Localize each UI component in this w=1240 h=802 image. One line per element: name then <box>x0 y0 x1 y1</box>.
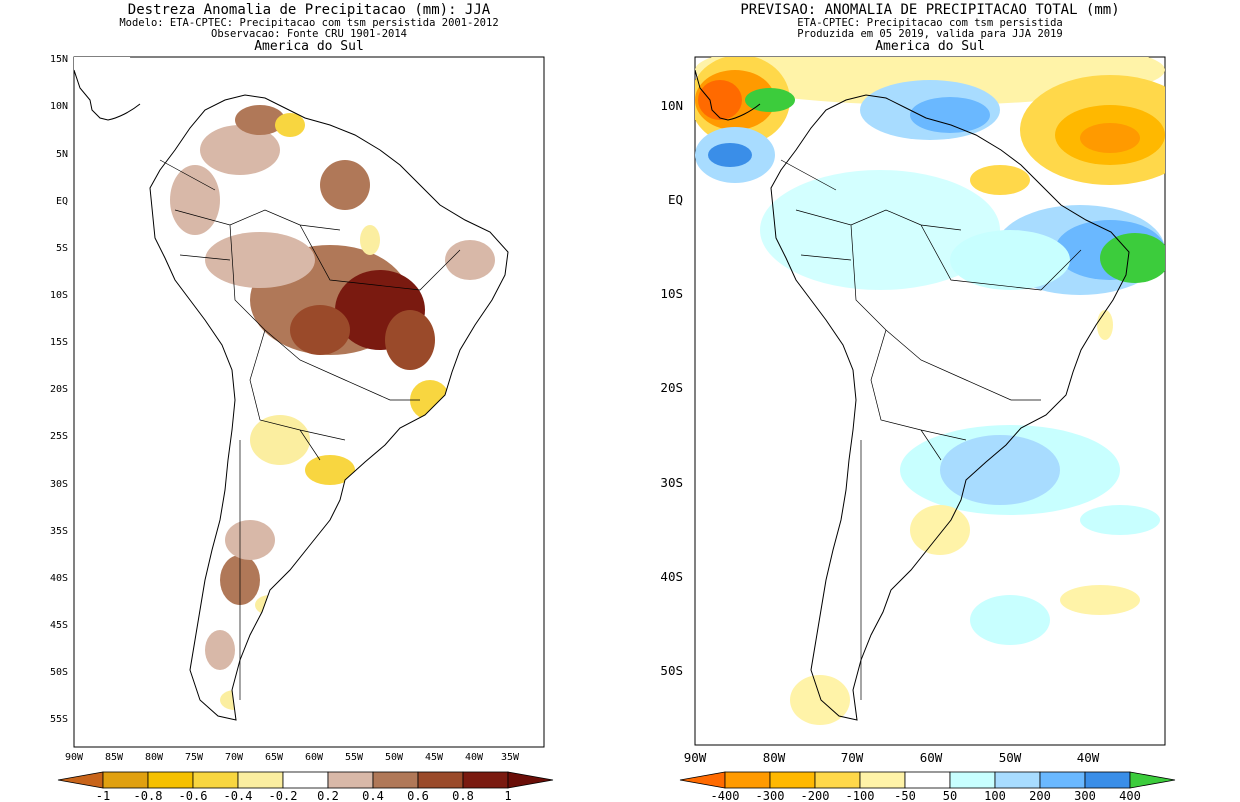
left-lat-label: 40S <box>50 573 68 584</box>
left-lat-label: 15S <box>50 337 68 348</box>
right-colorbar-label: 100 <box>984 789 1006 802</box>
left-colorbar-label: 0.6 <box>407 789 429 802</box>
left-lon-label: 35W <box>501 752 520 763</box>
right-lon-label: 80W <box>763 750 786 765</box>
left-lon-label: 45W <box>425 752 444 763</box>
right-lat-label: 40S <box>660 569 683 584</box>
left-lon-label: 50W <box>385 752 404 763</box>
left-colorbar <box>57 771 554 789</box>
left-lon-label: 65W <box>265 752 284 763</box>
right-lon-label: 60W <box>920 750 943 765</box>
left-lat-label: 5S <box>56 243 68 254</box>
left-colorbar-label: 0.2 <box>317 789 339 802</box>
left-map-subtitle-2: Observacao: Fonte CRU 1901-2014 <box>211 28 407 40</box>
right-lat-label: 10N <box>660 98 683 113</box>
right-map: 10N EQ 10S 20S 30S 40S 50S 90W 80W 70W 6… <box>660 56 1176 802</box>
right-lon-label: 50W <box>999 750 1022 765</box>
left-colorbar-label: 0.8 <box>452 789 474 802</box>
left-lon-label: 85W <box>105 752 124 763</box>
right-lat-label: 20S <box>660 380 683 395</box>
left-lon-label: 90W <box>65 752 84 763</box>
left-colorbar-label: -0.2 <box>269 789 298 802</box>
right-lat-label: 10S <box>660 286 683 301</box>
right-lat-label: 30S <box>660 475 683 490</box>
left-lat-label: 30S <box>50 479 68 490</box>
left-colorbar-label: -1 <box>96 789 110 802</box>
left-lat-label: 45S <box>50 620 68 631</box>
right-map-title: PREVISAO: ANOMALIA DE PRECIPITACAO TOTAL… <box>740 2 1120 18</box>
left-lat-label: 55S <box>50 714 68 725</box>
right-colorbar-label: -300 <box>756 789 785 802</box>
right-colorbar-label: -400 <box>711 789 740 802</box>
left-lon-label: 80W <box>145 752 164 763</box>
right-lat-label: EQ <box>668 192 683 207</box>
left-lon-label: 40W <box>465 752 484 763</box>
left-colorbar-label: -0.4 <box>224 789 253 802</box>
right-colorbar <box>679 771 1176 789</box>
right-colorbar-label: 400 <box>1119 789 1141 802</box>
left-map-subtitle-1: Modelo: ETA-CPTEC: Precipitacao com tsm … <box>119 17 499 29</box>
left-lat-label: 20S <box>50 384 68 395</box>
right-lon-label: 70W <box>841 750 864 765</box>
left-colorbar-label: 1 <box>504 789 511 802</box>
left-colorbar-label: -0.6 <box>179 789 208 802</box>
left-lat-label: 10S <box>50 290 68 301</box>
left-map-title: Destreza Anomalia de Precipitacao (mm): … <box>127 2 491 18</box>
right-colorbar-label: 50 <box>943 789 957 802</box>
right-lon-label: 40W <box>1077 750 1100 765</box>
right-colorbar-label: 200 <box>1029 789 1051 802</box>
left-lat-label: 15N <box>50 54 68 65</box>
right-lat-label: 50S <box>660 663 683 678</box>
right-map-region: America do Sul <box>875 39 985 54</box>
left-lon-label: 60W <box>305 752 324 763</box>
right-colorbar-label: 300 <box>1074 789 1096 802</box>
right-colorbar-label: -200 <box>801 789 830 802</box>
left-lat-label: 5N <box>56 149 68 160</box>
left-map-region: America do Sul <box>254 39 364 54</box>
right-map-subtitle-1: ETA-CPTEC: Precipitacao com tsm persisti… <box>797 17 1063 29</box>
left-colorbar-label: 0.4 <box>362 789 384 802</box>
right-map-subtitle-2: Produzida em 05 2019, valida para JJA 20… <box>797 28 1063 40</box>
left-lon-label: 75W <box>185 752 204 763</box>
left-lat-label: 50S <box>50 667 68 678</box>
left-lon-label: 55W <box>345 752 364 763</box>
left-lat-label: 10N <box>50 101 68 112</box>
left-map: 15N 10N 5N EQ 5S 10S 15S 20S 25S 30S 35S… <box>50 54 554 802</box>
left-lat-label: 35S <box>50 526 68 537</box>
left-lat-label: EQ <box>56 196 68 207</box>
left-lon-label: 70W <box>225 752 244 763</box>
right-lon-label: 90W <box>684 750 707 765</box>
left-colorbar-label: -0.8 <box>134 789 163 802</box>
right-colorbar-label: -50 <box>894 789 916 802</box>
left-lat-label: 25S <box>50 431 68 442</box>
right-colorbar-label: -100 <box>846 789 875 802</box>
